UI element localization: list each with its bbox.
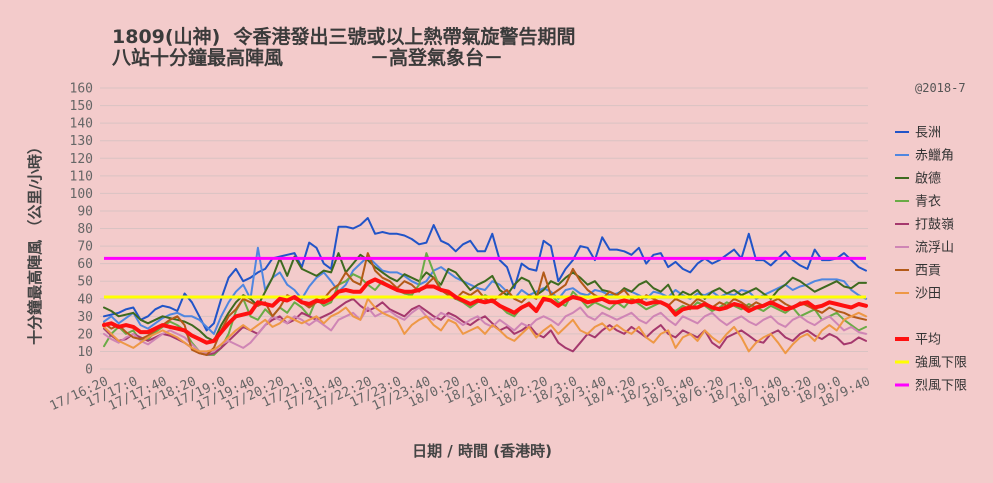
series-line-sai-kung	[103, 252, 867, 356]
y-tick-label: 50	[77, 275, 93, 290]
series-line-tsing-yi	[103, 252, 867, 356]
legend-label: 長洲	[915, 126, 941, 141]
legend-label: 青衣	[915, 194, 941, 210]
y-tick-label: 90	[77, 204, 93, 219]
legend-label: 赤鱲角	[915, 149, 954, 164]
legend-label: 流浮山	[915, 241, 954, 256]
legend-label: 平均	[915, 333, 941, 348]
y-tick-label: 30	[77, 310, 93, 325]
y-tick-label: 60	[77, 257, 93, 272]
y-tick-label: 10	[77, 345, 93, 360]
legend-label: 強風下限	[915, 356, 967, 371]
series-line-ta-kwu-ling	[103, 297, 867, 356]
legend-label: 沙田	[915, 287, 941, 302]
legend-item-tsing-yi: 青衣	[895, 194, 941, 210]
y-tick-label: 160	[70, 82, 93, 97]
series-line-kai-tak	[103, 252, 867, 342]
legend-item-average: 平均	[895, 333, 941, 348]
y-tick-label: 150	[70, 99, 93, 114]
y-tick-label: 70	[77, 240, 93, 255]
legend-item-chek-lap-kok: 赤鱲角	[895, 149, 954, 164]
series-lines	[102, 217, 868, 356]
series-line-average	[102, 277, 868, 345]
y-tick-label: 20	[77, 327, 93, 342]
legend-item-strong-wind-threshold: 強風下限	[895, 356, 967, 371]
series-line-sha-tin	[103, 297, 867, 355]
legend-label: 西貢	[915, 264, 941, 279]
legend-label: 啟德	[915, 172, 941, 187]
y-tick-label: 110	[70, 169, 93, 184]
y-tick-label: 120	[70, 152, 93, 167]
y-axis-tick-labels: 0 10 20 30 40 50 60 70 80 90 100 110 120 130 140 150 160	[70, 82, 93, 378]
y-tick-label: 140	[70, 117, 93, 132]
chart-title-line-1: 1809(山神) 令香港發出三號或以上熱帶氣旋警告期間	[112, 25, 575, 48]
legend-label: 烈風下限	[915, 379, 967, 394]
y-tick-label: 40	[77, 292, 93, 307]
legend-item-gale-threshold: 烈風下限	[895, 379, 967, 394]
y-tick-label: 80	[77, 222, 93, 237]
legend-item-ta-kwu-ling: 打鼓嶺	[895, 218, 954, 233]
legend-item-cheung-chau: 長洲	[895, 126, 941, 141]
series-line-chek-lap-kok	[103, 246, 867, 335]
legend-item-sai-kung: 西貢	[895, 264, 941, 279]
y-tick-label: 0	[85, 363, 93, 378]
series-line-cheung-chau	[103, 217, 867, 332]
y-axis-title: 十分鐘最高陣風 （公里/小時）	[26, 139, 44, 345]
legend-item-lau-fau-shan: 流浮山	[895, 241, 954, 256]
legend-item-kai-tak: 啟德	[895, 172, 941, 187]
x-axis-title: 日期 / 時間 (香港時)	[412, 442, 552, 460]
legend-label: 打鼓嶺	[915, 218, 954, 233]
legend-item-sha-tin: 沙田	[895, 287, 941, 302]
chart-title-line-2: 八站十分鐘最高陣風	[112, 46, 283, 69]
y-tick-label: 100	[70, 187, 93, 202]
series-line-lau-fau-shan	[103, 306, 867, 355]
chart-note: @2018-7	[915, 81, 966, 95]
chart-title-source: －高登氣象台－	[370, 46, 503, 69]
y-tick-label: 130	[70, 134, 93, 149]
